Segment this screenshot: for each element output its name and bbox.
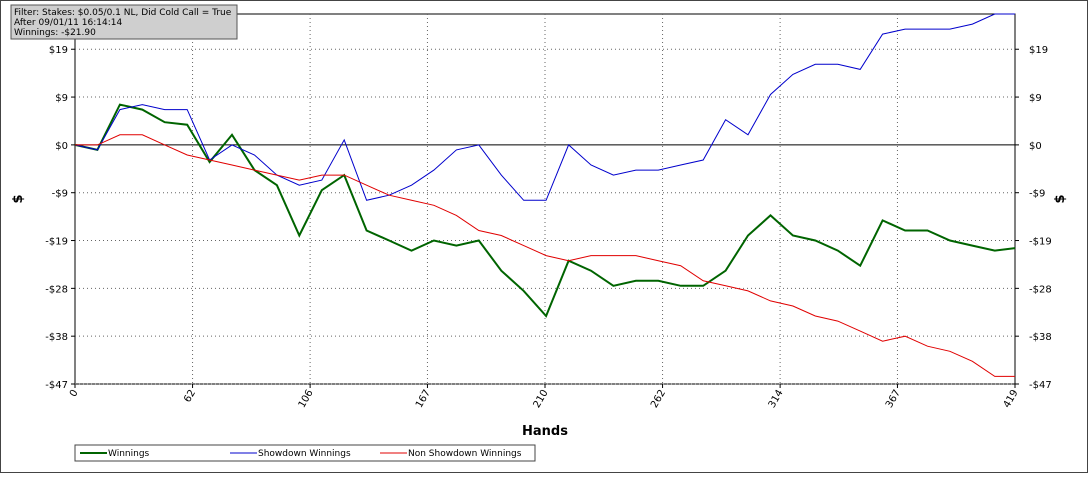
y-tick-label: -$9: [52, 189, 68, 200]
y-tick-label: -$28: [45, 284, 68, 295]
y2-tick-label: $19: [1029, 45, 1048, 56]
y-tick-label: $9: [55, 93, 68, 104]
y2-tick-label: $0: [1029, 141, 1042, 152]
series-line: [74, 103, 1016, 318]
y2-tick-label: -$47: [1029, 380, 1052, 391]
y2-tick-label: -$9: [1029, 189, 1045, 200]
filter-box: [10, 4, 238, 40]
legend-label: Showdown Winnings: [258, 449, 351, 459]
y-tick-label: -$38: [45, 332, 68, 343]
series-line: [74, 13, 1015, 201]
x-axis-title: Hands: [522, 424, 568, 439]
y2-tick-label: -$19: [1029, 237, 1052, 248]
filter-text: Winnings: -$21.90: [14, 28, 96, 38]
filter-text: After 09/01/11 16:14:14: [14, 18, 122, 28]
y-tick-label: $0: [55, 141, 68, 152]
series-line: [75, 134, 1015, 377]
y2-tick-label: -$28: [1029, 284, 1052, 295]
plot: [74, 13, 1016, 385]
legend-label: Non Showdown Winnings: [408, 449, 522, 459]
legend-label: Winnings: [108, 449, 150, 459]
filter-text: Filter: Stakes: $0.05/0.1 NL, Did Cold C…: [14, 8, 232, 18]
y2-tick-label: -$38: [1029, 332, 1052, 343]
y2-tick-label: $9: [1029, 93, 1042, 104]
y-tick-label: -$47: [45, 380, 68, 391]
legend: [74, 444, 536, 462]
y-tick-label: -$19: [45, 237, 68, 248]
y-tick-label: $19: [49, 45, 68, 56]
x-tick-label: 0: [68, 388, 81, 399]
y2-axis-title: $: [1053, 194, 1068, 203]
y-axis-title: $: [11, 194, 26, 203]
